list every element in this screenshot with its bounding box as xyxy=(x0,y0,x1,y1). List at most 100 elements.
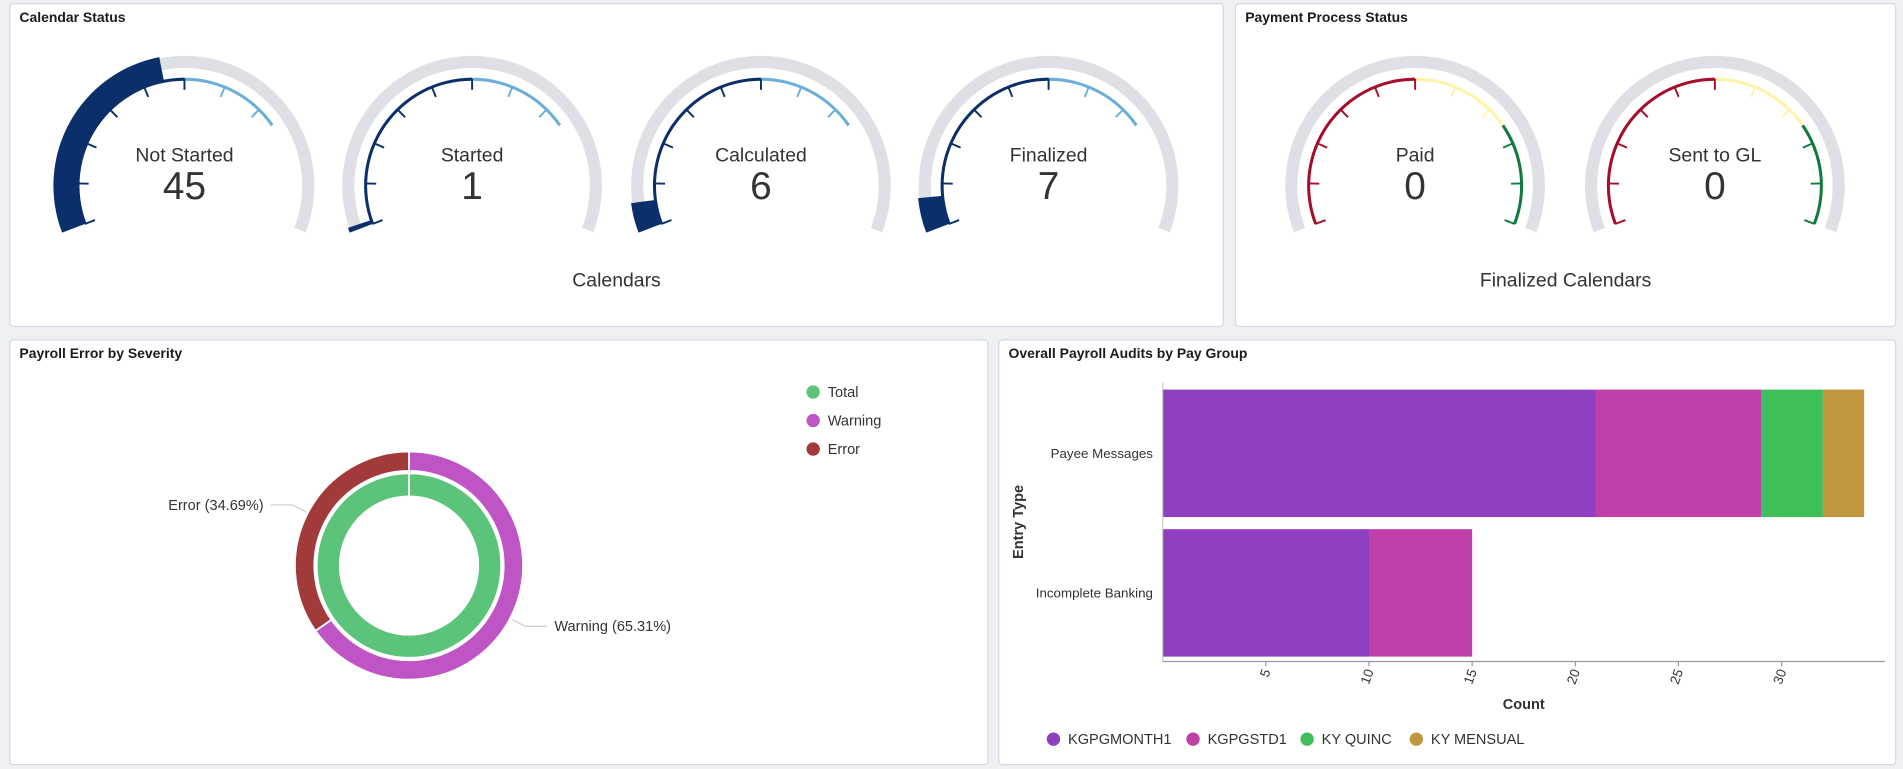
gauge-band xyxy=(652,77,761,225)
gauge-tick xyxy=(1481,108,1491,118)
gauge-tick xyxy=(662,142,674,149)
gauge-label: Calculated xyxy=(715,144,807,166)
slice-label: Error (34.69%) xyxy=(168,498,263,514)
gauge-label: Paid xyxy=(1396,144,1435,166)
gauge-tick xyxy=(219,86,226,98)
gauge-tick xyxy=(948,219,960,225)
panel-title: Payroll Error by Severity xyxy=(19,345,182,361)
gauge-tick xyxy=(1114,108,1125,118)
gauge-value-text: 0 xyxy=(1404,165,1426,208)
legend-label: KGPGMONTH1 xyxy=(1068,732,1171,748)
gauge-label: Started xyxy=(441,144,504,166)
gauge-band xyxy=(940,77,1049,225)
gauge-tick xyxy=(796,86,803,98)
gauge-tick xyxy=(685,108,695,118)
gauge-tick xyxy=(827,108,837,118)
legend-swatch xyxy=(1186,732,1200,746)
gauge-tick xyxy=(1750,86,1757,98)
bar xyxy=(1368,529,1473,657)
gauge-value-text: 45 xyxy=(163,165,206,208)
slice-label: Warning (65.31%) xyxy=(554,619,671,635)
x-axis-title: Count xyxy=(1503,697,1545,713)
panel xyxy=(9,3,1224,328)
gauge: Sent to GL0 xyxy=(1585,55,1845,233)
y-axis-title: Entry Type xyxy=(1011,485,1027,559)
pie-slice xyxy=(294,450,410,633)
gauge-tick xyxy=(372,219,383,225)
gauge-value xyxy=(348,220,373,233)
gauge-tick xyxy=(1639,108,1649,118)
gauge-tick xyxy=(950,142,961,149)
bar xyxy=(1162,389,1596,518)
gauge-value xyxy=(53,57,164,233)
legend-label: KY MENSUAL xyxy=(1431,732,1525,748)
gauge-band xyxy=(1606,77,1715,225)
bar xyxy=(1162,529,1369,657)
bar xyxy=(1595,389,1762,518)
gauge-tick xyxy=(1007,86,1014,98)
leader-line xyxy=(270,504,306,513)
panel-title: Payment Process Status xyxy=(1245,9,1408,25)
panel-title: Overall Payroll Audits by Pay Group xyxy=(1009,345,1248,361)
gauge-tick xyxy=(1502,142,1514,149)
gauge-tick xyxy=(507,86,514,98)
gauge-tick xyxy=(1315,219,1326,225)
legend-swatch xyxy=(1409,732,1424,746)
gauge-label: Finalized xyxy=(1010,144,1088,166)
gauge-tick xyxy=(538,108,548,118)
gauge-value xyxy=(631,199,662,233)
gauge-tick xyxy=(84,219,96,225)
gauge-tick xyxy=(396,108,406,118)
gauge-value-text: 6 xyxy=(750,165,772,208)
x-tick-label: 15 xyxy=(1461,667,1480,686)
bar xyxy=(1822,389,1865,518)
gauge-tick xyxy=(109,108,119,118)
legend-label: Total xyxy=(828,385,859,401)
panel xyxy=(1234,3,1897,328)
leader-line xyxy=(512,618,548,627)
legend-swatch xyxy=(806,442,820,456)
gauge-band xyxy=(184,77,274,127)
x-tick-label: 25 xyxy=(1667,667,1686,686)
x-tick-label: 20 xyxy=(1564,667,1583,686)
gauge-tick xyxy=(373,142,385,149)
legend-swatch xyxy=(1046,732,1061,746)
gauge-value-text: 1 xyxy=(461,165,483,208)
gauge-tick xyxy=(1339,108,1349,118)
pie-slice xyxy=(315,472,503,659)
gauge-label: Sent to GL xyxy=(1668,144,1761,166)
gauge-label: Not Started xyxy=(135,144,233,166)
gauge-value-text: 0 xyxy=(1704,165,1726,208)
legend-label: KY QUINC xyxy=(1322,732,1392,748)
gauge-tick xyxy=(1373,86,1380,98)
gauge-caption: Finalized Calendars xyxy=(1480,269,1652,291)
gauge-band xyxy=(364,77,473,225)
gauge-tick xyxy=(1673,86,1680,98)
gauge-value xyxy=(918,195,949,233)
gauge-tick xyxy=(973,108,983,118)
panel-title: Calendar Status xyxy=(19,9,125,25)
legend-swatch xyxy=(806,385,820,399)
gauge-band xyxy=(1415,77,1505,127)
legend-label: KGPGSTD1 xyxy=(1208,732,1287,748)
legend-label: Warning xyxy=(828,413,882,429)
legend-label: Error xyxy=(828,442,860,458)
bar xyxy=(1761,389,1823,518)
gauge-tick xyxy=(1083,86,1090,98)
x-tick-label: 30 xyxy=(1770,667,1789,686)
gauge-tick xyxy=(1616,142,1628,149)
gauge-tick xyxy=(1804,219,1815,225)
gauge-caption: Calendars xyxy=(572,269,660,291)
gauge-band xyxy=(1048,77,1138,127)
x-tick-label: 10 xyxy=(1357,667,1376,686)
gauge-tick xyxy=(1614,219,1626,225)
gauge-band xyxy=(760,77,850,127)
gauge-tick xyxy=(1802,142,1814,149)
pie-slice xyxy=(314,450,524,681)
